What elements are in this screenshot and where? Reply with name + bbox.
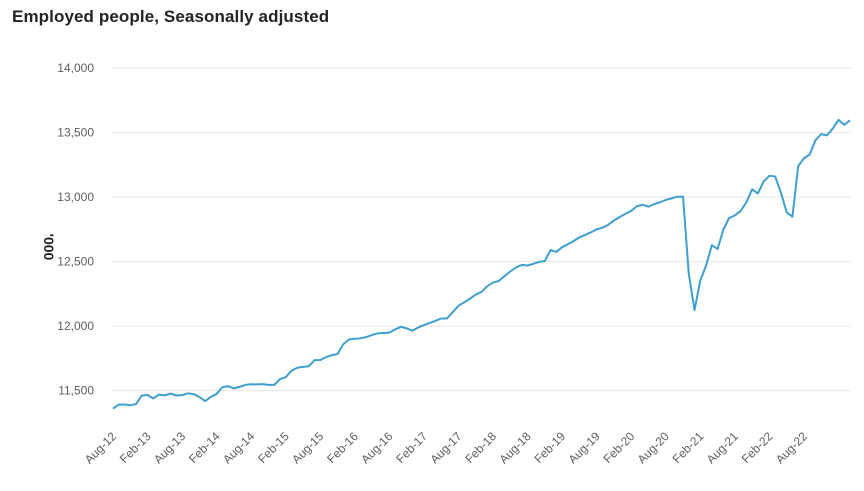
x-tick-label: Feb-13 — [117, 429, 154, 466]
x-axis-ticks: Aug-12Feb-13Aug-13Feb-14Aug-14Feb-15Aug-… — [82, 429, 810, 466]
x-tick-label: Feb-16 — [324, 429, 361, 466]
y-axis-label: '000 — [41, 234, 57, 261]
x-tick-label: Aug-21 — [704, 429, 741, 466]
y-axis-ticks: 11,500 12,000 12,500 13,000 13,500 14,000 — [57, 61, 94, 398]
x-tick-label: Aug-19 — [566, 429, 603, 466]
y-tick-label: 12,500 — [57, 255, 94, 269]
x-tick-label: Aug-22 — [773, 429, 810, 466]
x-tick-label: Feb-22 — [739, 429, 776, 466]
x-tick-label: Aug-17 — [427, 429, 464, 466]
x-tick-label: Aug-18 — [496, 429, 533, 466]
y-tick-label: 12,000 — [57, 319, 94, 333]
x-tick-label: Aug-13 — [151, 429, 188, 466]
y-tick-label: 14,000 — [57, 61, 94, 75]
chart-title: Employed people, Seasonally adjusted — [12, 7, 330, 26]
x-tick-label: Feb-18 — [462, 429, 499, 466]
x-tick-label: Feb-15 — [255, 429, 292, 466]
x-tick-label: Aug-12 — [82, 429, 119, 466]
gridlines — [111, 67, 851, 392]
x-tick-label: Aug-16 — [358, 429, 395, 466]
x-tick-label: Aug-15 — [289, 429, 326, 466]
series-line-employed — [112, 118, 851, 410]
x-tick-label: Aug-20 — [635, 429, 672, 466]
y-tick-label: 13,500 — [57, 126, 94, 140]
x-tick-label: Feb-20 — [601, 429, 638, 466]
x-tick-label: Feb-14 — [186, 429, 223, 466]
y-tick-label: 11,500 — [58, 384, 94, 398]
x-tick-label: Feb-17 — [393, 429, 430, 466]
series-layer — [112, 118, 851, 410]
x-tick-label: Aug-14 — [220, 429, 257, 466]
y-tick-label: 13,000 — [57, 190, 94, 204]
x-tick-label: Feb-21 — [670, 429, 707, 466]
x-tick-label: Feb-19 — [531, 429, 568, 466]
